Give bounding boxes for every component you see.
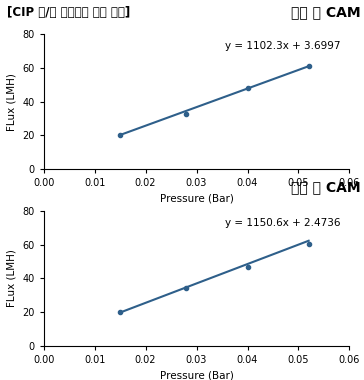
- Text: 여과 전 CAM: 여과 전 CAM: [291, 6, 360, 20]
- X-axis label: Pressure (Bar): Pressure (Bar): [160, 370, 233, 380]
- Text: y = 1150.6x + 2.4736: y = 1150.6x + 2.4736: [225, 218, 340, 228]
- Text: y = 1102.3x + 3.6997: y = 1102.3x + 3.6997: [225, 41, 340, 51]
- X-axis label: Pressure (Bar): Pressure (Bar): [160, 194, 233, 204]
- Y-axis label: FLux (LMH): FLux (LMH): [7, 73, 17, 131]
- Text: [CIP 전/후 막투과도 실험 결과]: [CIP 전/후 막투과도 실험 결과]: [7, 6, 131, 19]
- Y-axis label: FLux (LMH): FLux (LMH): [7, 249, 17, 307]
- Text: 여과 후 CAM: 여과 후 CAM: [291, 180, 360, 195]
